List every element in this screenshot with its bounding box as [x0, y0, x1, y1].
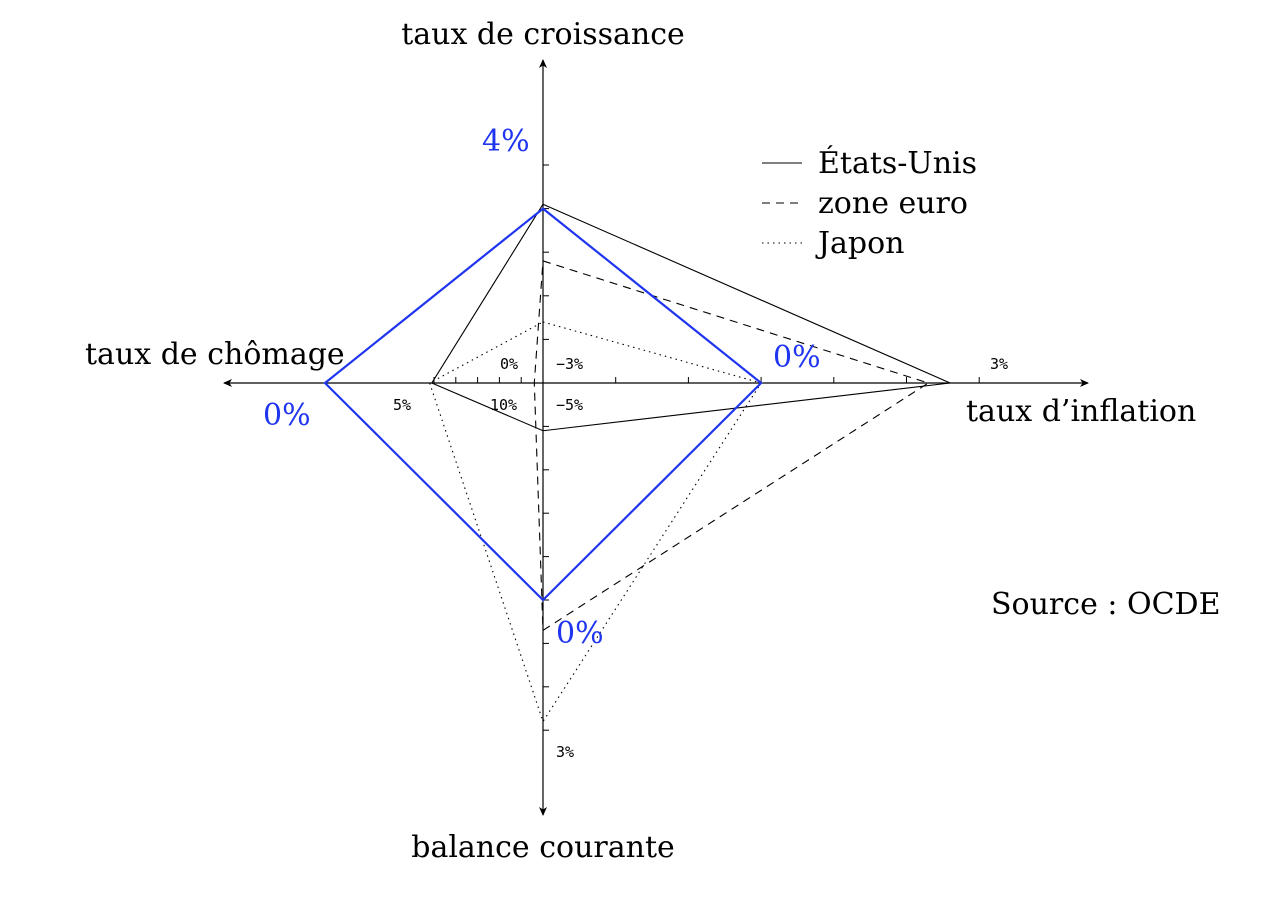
center-zero-label: 0% [500, 355, 518, 373]
axis-title-current-account: balance courante [411, 830, 675, 865]
axis-title-growth: taux de croissance [401, 17, 685, 52]
series-1-polygon [533, 260, 930, 632]
unemployment-min-label: 10% [490, 396, 517, 414]
legend-label-1: zone euro [818, 186, 968, 221]
inflation-min-label: −3% [556, 355, 583, 373]
unemployment-max-label: 5% [393, 396, 411, 414]
axis-title-unemployment: taux de chômage [85, 337, 345, 372]
ref-label-current-account: 0% [556, 616, 604, 651]
ref-label-growth: 4% [482, 124, 530, 159]
inflation-max-label: 3% [990, 355, 1008, 373]
ref-label-unemployment: 0% [263, 398, 311, 433]
series-2-polygon [428, 321, 762, 723]
series-0-polygon [431, 203, 953, 432]
source-annotation: Source : OCDE [991, 587, 1221, 622]
ref-label-inflation: 0% [773, 340, 821, 375]
legend-label-0: États-Unis [818, 145, 977, 181]
reference-polygon [323, 207, 763, 602]
current-account-max-label: 3% [556, 743, 574, 761]
axis-title-inflation: taux d’inflation [966, 394, 1196, 429]
current-account-min-label: −5% [556, 396, 583, 414]
legend-label-2: Japon [815, 226, 905, 261]
